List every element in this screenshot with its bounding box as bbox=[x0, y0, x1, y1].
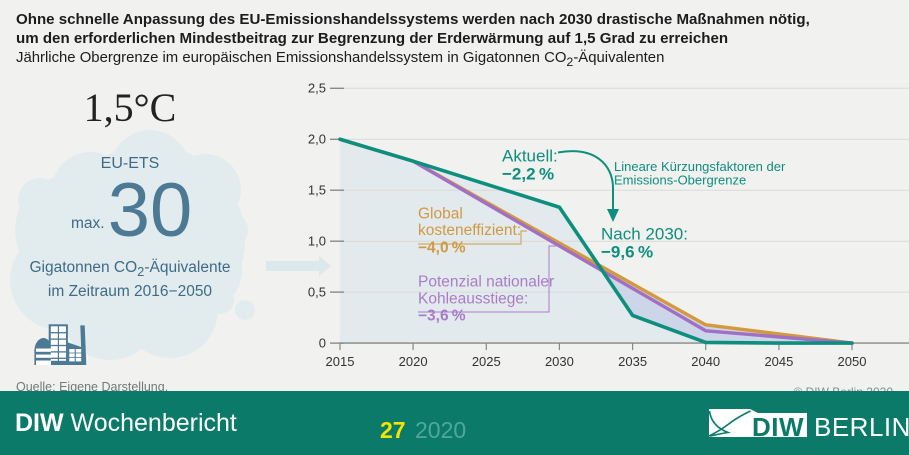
svg-text:Nach 2030:: Nach 2030: bbox=[601, 225, 688, 244]
svg-text:Global: Global bbox=[418, 206, 463, 223]
svg-text:0: 0 bbox=[319, 336, 326, 351]
svg-text:Aktuell:: Aktuell: bbox=[502, 147, 558, 166]
svg-text:2045: 2045 bbox=[764, 354, 793, 369]
svg-text:Potenzial nationaler: Potenzial nationaler bbox=[418, 274, 554, 291]
svg-text:2030: 2030 bbox=[545, 354, 574, 369]
svg-text:2035: 2035 bbox=[618, 354, 647, 369]
svg-text:1,0: 1,0 bbox=[308, 234, 326, 249]
svg-text:0,5: 0,5 bbox=[308, 285, 326, 300]
svg-text:2050: 2050 bbox=[838, 354, 867, 369]
svg-text:Kohleausstiege:: Kohleausstiege: bbox=[418, 291, 528, 308]
svg-text:2020: 2020 bbox=[399, 354, 428, 369]
svg-text:−9,6 %: −9,6 % bbox=[601, 243, 653, 262]
svg-text:2,5: 2,5 bbox=[308, 81, 326, 96]
svg-text:2040: 2040 bbox=[691, 354, 720, 369]
svg-text:2,0: 2,0 bbox=[308, 132, 326, 147]
svg-text:−3,6 %: −3,6 % bbox=[418, 308, 466, 325]
svg-text:Emissions-Obergrenze: Emissions-Obergrenze bbox=[614, 173, 746, 188]
svg-text:−2,2 %: −2,2 % bbox=[502, 165, 554, 184]
svg-text:2025: 2025 bbox=[472, 354, 501, 369]
svg-text:−4,0 %: −4,0 % bbox=[418, 240, 466, 257]
svg-text:kosteneffizient:: kosteneffizient: bbox=[418, 222, 521, 239]
svg-text:2015: 2015 bbox=[326, 354, 355, 369]
svg-text:1,5: 1,5 bbox=[308, 183, 326, 198]
